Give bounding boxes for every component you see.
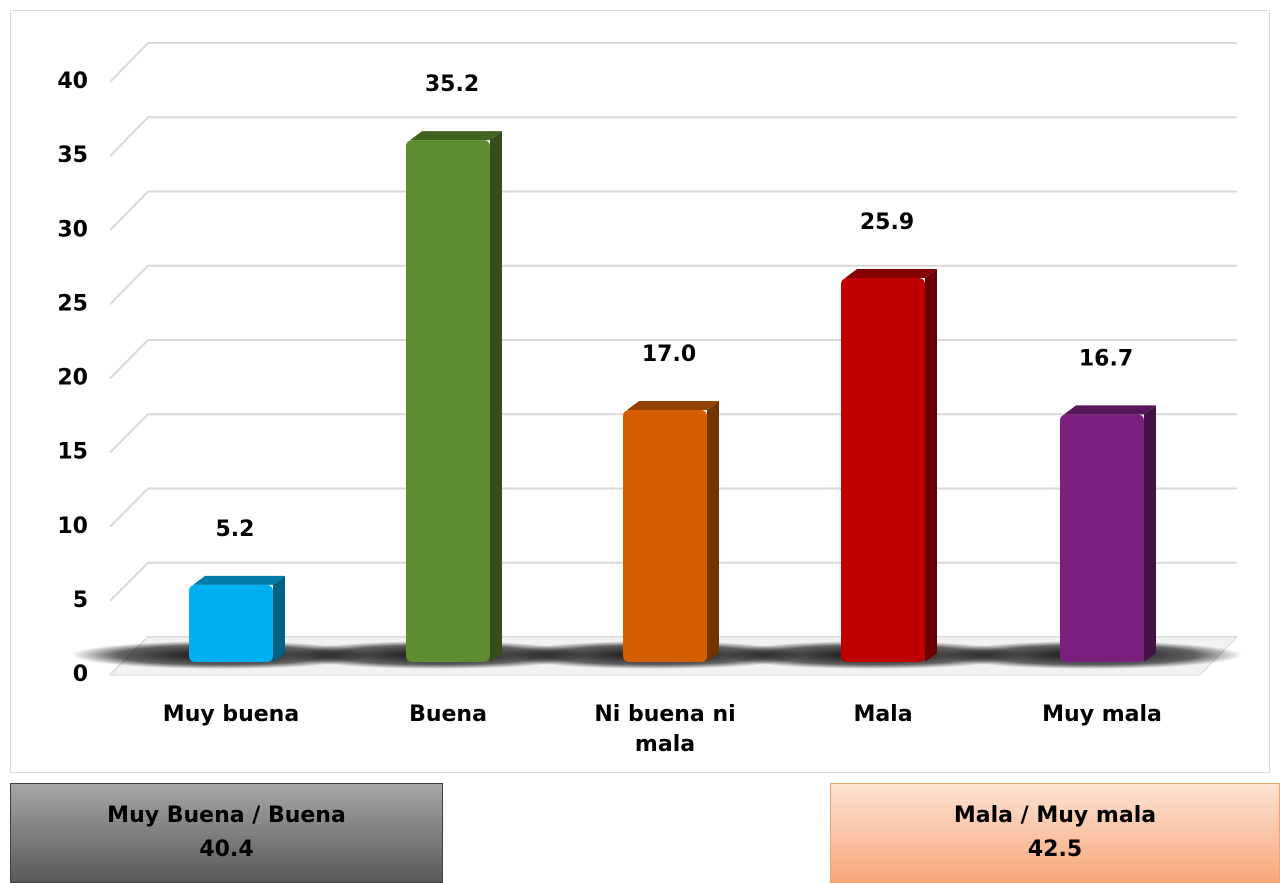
y-tick-label: 25 bbox=[57, 291, 88, 316]
x-tick-label: Mala bbox=[853, 702, 913, 727]
value-label: 25.9 bbox=[860, 210, 914, 235]
bar-side bbox=[925, 269, 937, 662]
grid-line bbox=[109, 264, 1237, 306]
bar bbox=[1060, 414, 1144, 662]
value-label: 5.2 bbox=[216, 517, 255, 542]
bar-top bbox=[410, 131, 502, 141]
bar-top bbox=[1064, 405, 1156, 415]
x-tick-label: Muy mala bbox=[1042, 702, 1162, 727]
y-tick-label: 20 bbox=[57, 366, 88, 391]
bar bbox=[623, 409, 707, 662]
grid-line bbox=[109, 42, 1237, 83]
value-label: 35.2 bbox=[425, 72, 479, 97]
x-tick-label: Muy buena bbox=[162, 702, 300, 727]
y-tick-label: 15 bbox=[57, 440, 88, 465]
y-tick-label: 5 bbox=[73, 588, 88, 613]
y-tick-label: 35 bbox=[57, 143, 88, 168]
y-tick-label: 0 bbox=[73, 662, 88, 687]
summary-value: 42.5 bbox=[1027, 837, 1083, 862]
chart-frame bbox=[10, 10, 1270, 773]
summary-label: Muy Buena / Buena bbox=[107, 803, 346, 828]
bar-side bbox=[490, 131, 502, 662]
summary-value: 40.4 bbox=[199, 837, 254, 862]
summary-label: Mala / Muy mala bbox=[953, 803, 1157, 828]
value-label: 17.0 bbox=[642, 342, 696, 367]
value-label: 16.7 bbox=[1079, 346, 1133, 371]
y-tick-label: 40 bbox=[57, 69, 88, 94]
summary-box: Muy Buena / Buena 40.4 bbox=[10, 783, 443, 883]
grid-line bbox=[109, 190, 1237, 231]
x-tick-label: Buena bbox=[409, 702, 487, 727]
y-tick-label: 30 bbox=[57, 217, 88, 242]
bar bbox=[406, 140, 490, 662]
bar bbox=[189, 584, 273, 662]
chart: 0 5 10 15 20 25 30 35 40 5.2 35.2 17.0 25.9 16.7 bbox=[57, 42, 1242, 687]
bar-top bbox=[845, 269, 937, 279]
x-tick-label: Ni buena ni mala bbox=[594, 702, 736, 757]
bar-top bbox=[193, 575, 285, 585]
y-tick-label: 10 bbox=[57, 514, 88, 539]
bar-side bbox=[707, 400, 719, 662]
bar-side bbox=[273, 575, 285, 662]
bar bbox=[841, 278, 925, 662]
bar-side bbox=[1144, 405, 1156, 662]
bar-top bbox=[627, 400, 719, 410]
grid-line bbox=[109, 116, 1237, 157]
summary-box: Mala / Muy mala 42.5 bbox=[830, 783, 1280, 883]
